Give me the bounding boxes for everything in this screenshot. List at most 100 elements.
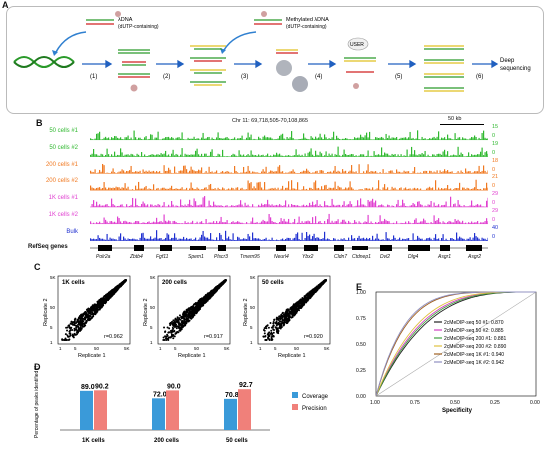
x-tick: 50 (94, 346, 100, 351)
track-signal (90, 163, 488, 174)
panel-e-letter: E (356, 282, 363, 292)
category-label: 200 cells (154, 438, 180, 444)
bar-label: 92.7 (239, 382, 253, 389)
gene-name: Cldn7 (334, 254, 348, 260)
scalebar (440, 124, 484, 125)
y-axis-label: Percentage of peaks identified (%) (34, 366, 40, 438)
y-tick: 5 (50, 325, 53, 330)
x-axis-label: Specificity (442, 408, 473, 414)
step-arrows (82, 59, 499, 69)
category-label: 50 cells (226, 438, 248, 444)
x-tick: 0.75 (410, 400, 420, 406)
scatter-r: r=0.920 (304, 334, 323, 340)
plot-frame (375, 291, 537, 397)
legend-label: 2cMeDIP-seq 1K #1: 0.940 (444, 352, 504, 358)
y-axis-label: Replicate 2 (243, 298, 249, 326)
gene-name: Asgr2 (468, 254, 482, 260)
x-tick: 0.25 (490, 400, 500, 406)
x-tick: 1 (259, 346, 262, 351)
scatter-r: r=0.962 (104, 334, 123, 340)
bar-label: 70.8 (225, 392, 239, 399)
panel-c-letter: C (34, 262, 41, 272)
x-tick: 5 (174, 346, 177, 351)
bar-chart: Percentage of peaks identified (%) 89.0 90… (34, 366, 329, 444)
gene-name: Ctdnep1 (352, 254, 371, 260)
bar (238, 389, 251, 430)
x-tick: 1.00 (370, 400, 380, 406)
track-zero-value: 0 (492, 217, 496, 223)
bar-label: 72.0 (153, 391, 167, 398)
x-tick: 5K (324, 346, 330, 351)
gene-name: Polr2a (96, 254, 111, 260)
track-max-value: 15 (492, 124, 499, 130)
track-signal (90, 130, 488, 140)
track-zero-value: 0 (492, 233, 496, 240)
track-max-value: 40 (492, 224, 499, 231)
x-tick: 5K (124, 346, 130, 351)
y-tick: 5 (250, 325, 253, 330)
y-tick: 1 (150, 340, 153, 345)
x-axis-label: Replicate 1 (178, 353, 206, 359)
y-tick: 50 (150, 305, 156, 310)
x-axis-label: Replicate 1 (278, 353, 306, 359)
track-signal (90, 196, 488, 207)
legend-swatch (292, 392, 298, 398)
step-5: (5) (395, 74, 402, 80)
legend-swatch (292, 404, 298, 410)
scatter-title: 1K cells (62, 280, 85, 286)
gene-name: Zbtb4 (130, 254, 143, 260)
track-label: 200 cells #2 (45, 178, 78, 185)
x-tick: 0.00 (530, 400, 540, 406)
scatter-plot: 50 cells r=0.920 1 1 5 5 50 50 5K 5K Replicate 1 Re… (243, 275, 331, 359)
step-3: (3) (241, 74, 248, 80)
x-tick: 0.50 (450, 400, 460, 406)
gene-name: Ybx2 (302, 254, 314, 260)
lambda-label-2: Methylated λDNA (286, 17, 329, 23)
x-tick: 50 (294, 346, 300, 351)
track-signal (90, 230, 488, 241)
gene-name: Plscr3 (214, 254, 228, 260)
genes-label: RefSeq genes (28, 244, 68, 250)
x-tick: 5 (274, 346, 277, 351)
scatter-r: r=0.917 (204, 334, 223, 340)
y-tick: 1 (50, 340, 53, 345)
y-tick: 0.50 (356, 342, 366, 348)
track-zero-value: 0 (492, 133, 496, 139)
panel-a-schematic: λDNA (dUTP-containing) Methylated λDNA (… (13, 11, 531, 92)
fragments-step2 (190, 45, 226, 86)
roc-curve (375, 291, 536, 397)
y-axis-label: Replicate 2 (143, 298, 149, 326)
lambda-dna-2 (254, 11, 282, 25)
gene-name: Dvl2 (380, 254, 391, 260)
gene-name: Neurl4 (274, 254, 289, 260)
bar-label: 90.2 (95, 383, 109, 390)
lambda-sub-2: (dUTP-containing) (286, 24, 327, 30)
x-tick: 1 (59, 346, 62, 351)
signal-tracks (90, 130, 488, 241)
panel-b-letter: B (36, 118, 43, 128)
y-tick: 1 (250, 340, 253, 345)
scatter-points (61, 279, 127, 341)
arrow-curve-1 (55, 31, 87, 53)
y-tick: 50 (50, 305, 56, 310)
scatter-title: 200 cells (162, 280, 188, 286)
lambda-label-1: λDNA (118, 17, 133, 23)
step-6: (6) (476, 74, 483, 80)
x-tick: 50 (194, 346, 200, 351)
y-tick: 5K (50, 275, 56, 280)
legend-label: 2cMeDIP-seq 200 #1: 0.881 (444, 336, 506, 342)
y-tick: 1.00 (356, 290, 366, 296)
scatter-title: 50 cells (262, 280, 284, 286)
gene-name: Dlg4 (408, 254, 419, 260)
track-label: 1K cells #2 (48, 212, 78, 218)
track-zero-value: 0 (492, 166, 496, 173)
legend-label: Coverage (302, 394, 329, 400)
panel-a-frame (6, 6, 544, 114)
scatter-points (262, 279, 327, 341)
track-zero-value: 0 (492, 149, 496, 156)
bar-label: 90.0 (167, 383, 181, 390)
category-label: 1K cells (82, 438, 105, 444)
fragments-step5 (424, 45, 464, 92)
track-zero-value: 0 (492, 183, 496, 190)
region-label: Chr 11: 69,718,505-70,108,865 (232, 118, 309, 124)
